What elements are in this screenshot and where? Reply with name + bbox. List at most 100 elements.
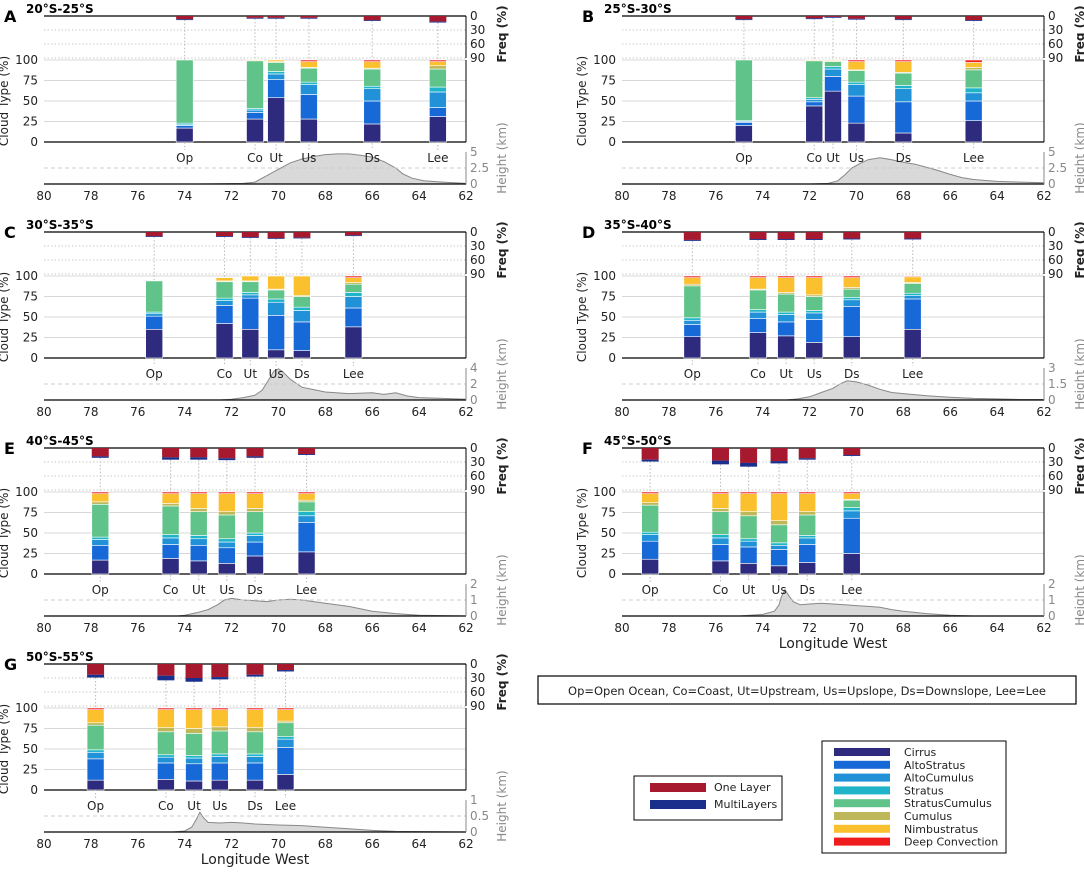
bar-segment-nimbustratus bbox=[798, 493, 817, 512]
bar-segment-nimbustratus bbox=[241, 275, 260, 282]
cloud-tick-label: 75 bbox=[23, 506, 38, 520]
freq-tick-label: 60 bbox=[470, 37, 485, 51]
bar-segment-cirrus bbox=[964, 120, 983, 143]
bar-segment-altostratus bbox=[739, 546, 758, 564]
cloud-tick-label: 75 bbox=[601, 506, 616, 520]
x-tick-label: 68 bbox=[318, 405, 333, 419]
freq-bar-one-layer bbox=[847, 16, 865, 19]
freq-bar-multi-layers bbox=[293, 237, 311, 239]
x-tick-label: 66 bbox=[943, 189, 958, 203]
region-ds: Ds bbox=[246, 448, 264, 597]
region-label: Ut bbox=[269, 151, 283, 165]
cloud-tick-label: 100 bbox=[15, 485, 38, 499]
bar-segment-deep-convection bbox=[218, 491, 236, 494]
bar-segment-altostratus bbox=[805, 101, 824, 107]
legend-swatch-nimbustratus bbox=[834, 824, 890, 833]
terrain-profile bbox=[44, 368, 467, 401]
bar-segment-altostratus bbox=[267, 79, 285, 99]
x-tick-label: 64 bbox=[411, 837, 426, 851]
cloud-tick-label: 100 bbox=[15, 269, 38, 283]
bar-segment-cirrus bbox=[770, 565, 788, 575]
bar-segment-altostratus bbox=[86, 758, 105, 781]
bar-segment-nimbustratus bbox=[161, 493, 180, 504]
x-tick-label: 80 bbox=[614, 189, 629, 203]
cloud-tick-label: 50 bbox=[601, 94, 616, 108]
bar-segment-deep-convection bbox=[903, 275, 922, 278]
freq-bar-multi-layers bbox=[267, 238, 285, 239]
bar-segment-deep-convection bbox=[805, 275, 824, 278]
bar-segment-stratus bbox=[842, 297, 861, 301]
region-ds: Ds bbox=[842, 232, 861, 381]
region-label: Ds bbox=[247, 583, 263, 597]
x-tick-label: 66 bbox=[943, 621, 958, 635]
cloud-axis-label: Cloud Type (%) bbox=[0, 272, 11, 362]
bar-segment-altocumulus bbox=[683, 319, 702, 325]
bar-segment-stratuscumulus bbox=[91, 503, 110, 538]
region-ut: Ut bbox=[739, 448, 758, 597]
region-label: Lee bbox=[963, 151, 984, 165]
terrain-profile bbox=[622, 157, 1045, 185]
freq-tick-label: 30 bbox=[1048, 23, 1063, 37]
bar-segment-altocumulus bbox=[185, 757, 203, 765]
freq-tick-label: 30 bbox=[470, 23, 485, 37]
cloud-tick-label: 50 bbox=[23, 310, 38, 324]
bar-segment-stratuscumulus bbox=[770, 524, 788, 544]
cloud-tick-label: 25 bbox=[601, 115, 616, 129]
x-tick-label: 66 bbox=[365, 621, 380, 635]
x-tick-label: 64 bbox=[411, 189, 426, 203]
bar-segment-deep-convection bbox=[641, 491, 659, 494]
x-tick-label: 66 bbox=[365, 189, 380, 203]
cloud-tick-label: 50 bbox=[601, 310, 616, 324]
region-us: Us bbox=[770, 448, 788, 597]
bar-segment-stratus bbox=[91, 536, 110, 540]
bar-segment-deep-convection bbox=[429, 59, 447, 62]
cloud-tick-label: 100 bbox=[593, 485, 616, 499]
cloud-tick-label: 25 bbox=[23, 547, 38, 561]
bar-segment-altocumulus bbox=[241, 294, 260, 299]
region-co: Co bbox=[246, 16, 264, 165]
bar-segment-deep-convection bbox=[91, 491, 110, 494]
freq-bar-multi-layers bbox=[298, 454, 316, 455]
bar-segment-altocumulus bbox=[267, 73, 285, 80]
region-op: Op bbox=[175, 16, 194, 165]
bar-segment-cirrus bbox=[267, 97, 285, 143]
x-tick-label: 76 bbox=[708, 621, 723, 635]
legend-label-one-layer: One Layer bbox=[714, 781, 771, 794]
bar-segment-altostratus bbox=[798, 544, 817, 563]
x-tick-label: 70 bbox=[271, 189, 286, 203]
height-tick-label: 0 bbox=[470, 393, 478, 407]
x-tick-label: 76 bbox=[708, 189, 723, 203]
bar-segment-nimbustratus bbox=[711, 493, 730, 509]
bar-segment-cirrus bbox=[297, 551, 316, 575]
cloud-tick-label: 100 bbox=[593, 269, 616, 283]
bar-segment-altocumulus bbox=[161, 537, 180, 545]
bar-segment-stratus bbox=[267, 298, 285, 303]
region-ut: Ut bbox=[267, 16, 285, 165]
region-lee: Lee bbox=[275, 664, 296, 813]
bar-segment-deep-convection bbox=[683, 275, 702, 278]
freq-axis-label: Freq (%) bbox=[1073, 5, 1084, 62]
cloud-tick-label: 75 bbox=[23, 290, 38, 304]
bar-segment-stratus bbox=[293, 306, 311, 311]
bar-segment-altocumulus bbox=[847, 84, 866, 97]
bar-segment-cirrus bbox=[185, 780, 203, 791]
region-label: Ut bbox=[779, 367, 793, 381]
x-tick-label: 72 bbox=[224, 405, 239, 419]
bar-segment-cirrus bbox=[86, 779, 105, 791]
bar-segment-cumulus bbox=[218, 511, 236, 516]
freq-bar-one-layer bbox=[641, 448, 659, 460]
legend-label-stratuscumulus: StratusCumulus bbox=[904, 797, 992, 810]
bar-segment-cumulus bbox=[964, 67, 983, 71]
bar-segment-altostratus bbox=[276, 747, 295, 775]
cloud-axis-label: Cloud Type (%) bbox=[0, 56, 11, 146]
region-co: Co bbox=[161, 448, 180, 597]
panel-title: 20°S-25°S bbox=[26, 2, 94, 16]
bar-segment-nimbustratus bbox=[189, 493, 208, 509]
bar-segment-nimbustratus bbox=[215, 277, 234, 282]
freq-axis-label: Freq (%) bbox=[495, 653, 509, 710]
region-op: Op bbox=[683, 232, 702, 381]
bar-segment-deep-convection bbox=[770, 491, 788, 494]
x-tick-label: 68 bbox=[318, 621, 333, 635]
freq-bar-multi-layers bbox=[777, 239, 795, 240]
freq-bar-one-layer bbox=[298, 448, 316, 455]
